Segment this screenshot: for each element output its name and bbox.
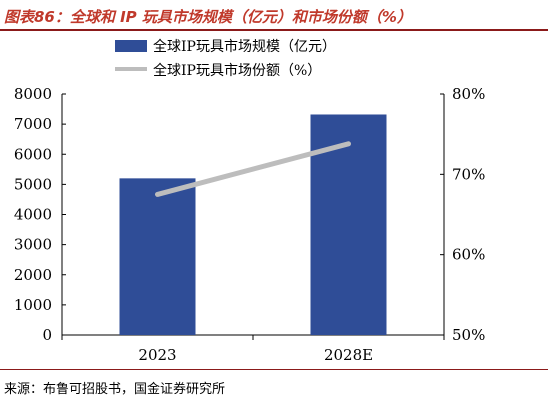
axes: 0 1000 2000 3000 4000 5000 6000 7000 8000 50% 60% 7… (14, 85, 486, 364)
legend-swatch-bar (115, 40, 147, 52)
title-rule (0, 29, 548, 31)
legend-label-bar: 全球IP玩具市场规模（亿元） (153, 38, 336, 55)
left-tick-label: 8000 (14, 85, 52, 103)
x-tick-label: 2023 (138, 346, 176, 364)
title-bar: 图表86：全球和 IP 玩具市场规模（亿元）和市场份额（%） (0, 0, 548, 31)
bar-2023 (119, 178, 196, 335)
right-tick-label: 70% (452, 165, 485, 183)
source-note: 来源：布鲁可招股书，国金证券研究所 (4, 382, 226, 397)
share-line (155, 141, 351, 197)
source-rule (0, 369, 548, 370)
bars (119, 114, 387, 335)
left-tick-label: 6000 (14, 145, 52, 163)
left-tick-label: 3000 (14, 236, 52, 254)
legend: 全球IP玩具市场规模（亿元） 全球IP玩具市场份额（%） (115, 38, 336, 79)
figure-title: 图表86：全球和 IP 玩具市场规模（亿元）和市场份额（%） (4, 8, 412, 26)
chart: 全球IP玩具市场规模（亿元） 全球IP玩具市场份额（%） 0 1000 2000 30… (14, 38, 486, 364)
right-tick-label: 50% (452, 326, 485, 344)
left-tick-label: 4000 (14, 206, 52, 224)
legend-swatch-line (115, 67, 147, 71)
share-series-line (155, 141, 351, 197)
x-tick-label: 2028E (324, 346, 373, 364)
left-tick-label: 5000 (14, 175, 52, 193)
right-tick-label: 80% (452, 85, 485, 103)
legend-label-line: 全球IP玩具市场份额（%） (153, 62, 321, 79)
left-tick-label: 0 (42, 326, 52, 344)
right-tick-label: 60% (452, 246, 485, 264)
left-tick-label: 1000 (14, 296, 52, 314)
left-tick-label: 7000 (14, 115, 52, 133)
left-tick-label: 2000 (14, 266, 52, 284)
bar-2028E (310, 114, 387, 335)
